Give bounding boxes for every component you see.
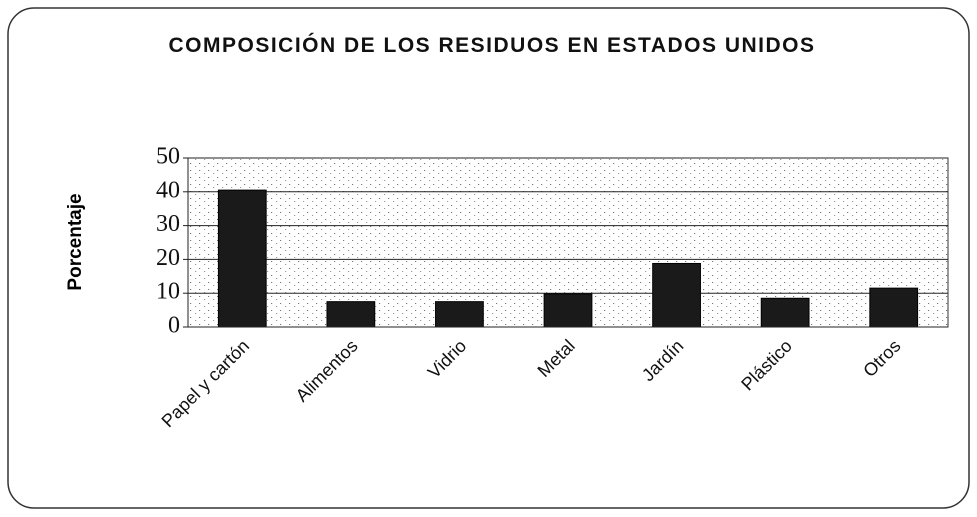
y-tick-label: 30	[156, 211, 180, 237]
x-tick-label: Vidrio	[424, 336, 470, 382]
y-tick-label: 10	[156, 279, 180, 305]
bar	[652, 262, 701, 328]
y-tick-label: 40	[156, 177, 180, 203]
frame	[7, 7, 970, 509]
x-tick-label: Plástico	[737, 336, 796, 395]
bar	[869, 287, 919, 328]
x-tick-label: Jardín	[638, 336, 688, 386]
bar	[543, 293, 593, 328]
y-tick-label: 0	[168, 313, 180, 339]
x-tick-label: Otros	[859, 336, 904, 381]
y-tick-label: 20	[156, 245, 180, 271]
x-tick-label: Metal	[534, 336, 579, 381]
chart-title: COMPOSICIÓN DE LOS RESIDUOS EN ESTADOS U…	[168, 34, 816, 57]
y-axis-label: Porcentaje	[65, 193, 86, 290]
bar	[326, 301, 376, 328]
bar	[217, 189, 267, 328]
bar	[760, 297, 810, 328]
y-tick-label: 50	[156, 144, 180, 170]
x-tick-label: Papel y cartón	[158, 336, 254, 432]
bar	[435, 301, 484, 328]
x-tick-label: Alimentos	[292, 336, 362, 406]
